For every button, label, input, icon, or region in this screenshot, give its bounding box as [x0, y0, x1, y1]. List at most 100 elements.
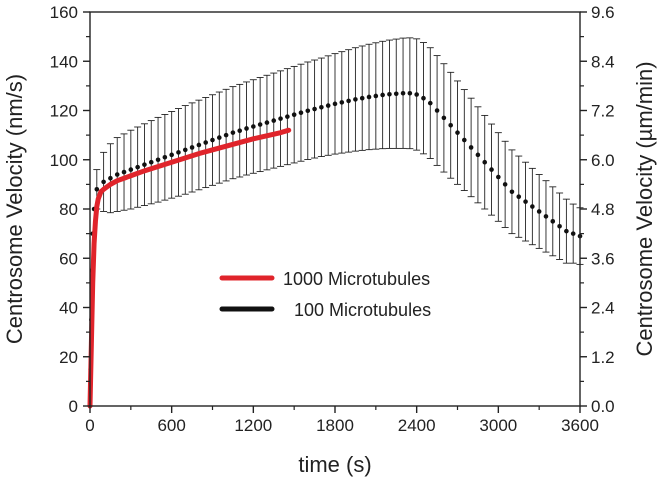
- data-point-100-microtubules: [319, 104, 324, 110]
- y-left-tick-label: 80: [59, 200, 78, 219]
- data-point-100-microtubules: [210, 137, 215, 143]
- y-right-tick-label: 8.4: [591, 52, 615, 71]
- data-point-100-microtubules: [203, 140, 208, 145]
- data-point-100-microtubules: [509, 189, 515, 195]
- data-point-100-microtubules: [489, 167, 494, 172]
- data-point-100-microtubules: [230, 130, 236, 135]
- data-point-100-microtubules: [414, 92, 419, 97]
- y-left-tick-label: 20: [59, 348, 78, 367]
- data-point-100-microtubules: [278, 116, 283, 121]
- ticks-layer: 0 600 1200 1800 2400 3000 3600 0 20 40 60 80 100 120 1…: [50, 3, 615, 435]
- data-point-100-microtubules: [217, 135, 222, 140]
- data-point-100-microtubules: [189, 145, 195, 150]
- y-right-tick-label: 3.6: [591, 249, 615, 268]
- data-point-100-microtubules: [468, 145, 474, 150]
- data-point-100-microtubules: [244, 126, 249, 131]
- data-point-100-microtubules: [455, 130, 460, 135]
- data-point-100-microtubules: [502, 182, 508, 187]
- data-point-100-microtubules: [108, 175, 113, 181]
- data-point-100-microtubules: [407, 90, 413, 96]
- data-point-100-microtubules: [462, 137, 467, 143]
- y-right-tick-label: 6.0: [591, 151, 615, 170]
- y-left-tick-label: 40: [59, 299, 78, 318]
- data-point-100-microtubules: [285, 114, 290, 119]
- data-point-100-microtubules: [271, 118, 277, 123]
- x-tick-label: 0: [85, 416, 94, 435]
- data-point-100-microtubules: [291, 112, 297, 117]
- data-point-100-microtubules: [312, 106, 317, 112]
- data-point-100-microtubules: [516, 194, 522, 199]
- y-right-tick-label: 2.4: [591, 299, 615, 318]
- y-right-tick-label: 1.2: [591, 348, 615, 367]
- data-point-100-microtubules: [128, 167, 134, 172]
- data-point-100-microtubules: [101, 179, 106, 185]
- x-tick-label: 1800: [316, 416, 354, 435]
- data-point-100-microtubules: [564, 228, 569, 234]
- y-right-tick-label: 0.0: [591, 397, 615, 416]
- legend: 1000 Microtubules 100 Microtubules: [219, 269, 431, 320]
- data-point-100-microtubules: [366, 94, 372, 100]
- data-point-100-microtubules: [434, 108, 440, 113]
- data-point-100-microtubules: [543, 214, 549, 219]
- data-point-100-microtubules: [114, 172, 120, 177]
- data-point-100-microtubules: [121, 169, 127, 175]
- legend-label-100-microtubules: 100 Microtubules: [294, 300, 431, 320]
- data-point-100-microtubules: [373, 93, 379, 99]
- y-right-tick-label: 9.6: [591, 3, 615, 22]
- data-point-100-microtubules: [496, 174, 501, 180]
- data-point-100-microtubules: [155, 157, 161, 163]
- data-point-100-microtubules: [536, 209, 542, 214]
- data-point-100-microtubules: [148, 159, 154, 165]
- data-point-100-microtubules: [400, 90, 406, 96]
- data-point-100-microtubules: [387, 91, 392, 97]
- data-point-100-microtubules: [142, 162, 147, 167]
- data-point-100-microtubules: [427, 100, 433, 106]
- y-left-tick-label: 120: [50, 102, 78, 121]
- data-point-100-microtubules: [223, 132, 229, 138]
- data-point-100-microtubules: [257, 122, 263, 127]
- data-point-100-microtubules: [359, 95, 365, 101]
- data-point-100-microtubules: [475, 152, 481, 158]
- data-point-100-microtubules: [421, 95, 426, 101]
- data-point-100-microtubules: [94, 187, 100, 192]
- y-left-tick-label: 140: [50, 52, 78, 71]
- data-point-100-microtubules: [196, 142, 202, 148]
- data-point-100-microtubules: [523, 199, 528, 204]
- x-tick-label: 1200: [234, 416, 272, 435]
- data-point-100-microtubules: [482, 159, 488, 165]
- data-point-100-microtubules: [339, 100, 345, 105]
- data-point-100-microtubules: [176, 150, 181, 155]
- x-tick-label: 600: [157, 416, 185, 435]
- x-tick-label: 3000: [479, 416, 517, 435]
- data-point-100-microtubules: [346, 98, 351, 104]
- data-point-100-microtubules: [237, 128, 243, 133]
- data-point-100-microtubules: [441, 115, 447, 121]
- y-left-tick-label: 100: [50, 151, 78, 170]
- data-point-100-microtubules: [135, 164, 140, 170]
- data-point-100-microtubules: [162, 154, 168, 160]
- data-point-100-microtubules: [557, 223, 562, 229]
- y-right-tick-label: 4.8: [591, 200, 615, 219]
- data-point-100-microtubules: [570, 231, 576, 236]
- y-left-tick-label: 160: [50, 3, 78, 22]
- x-axis-title: time (s): [298, 452, 371, 477]
- data-point-100-microtubules: [380, 92, 385, 98]
- data-point-100-microtubules: [264, 120, 270, 125]
- x-tick-label: 3600: [561, 416, 599, 435]
- y-axis-left-title: Centrosome Velocity (nm/s): [2, 74, 27, 344]
- data-point-100-microtubules: [251, 124, 256, 129]
- data-point-100-microtubules: [169, 152, 174, 158]
- data-point-100-microtubules: [325, 103, 331, 108]
- series-line-1000-microtubules: [87, 127, 292, 409]
- data-point-100-microtubules: [448, 122, 453, 128]
- data-point-100-microtubules: [550, 219, 556, 224]
- data-point-100-microtubules: [530, 204, 535, 209]
- data-point-100-microtubules: [353, 97, 358, 102]
- series-layer: [87, 90, 583, 409]
- y-axis-right-title: Centrosome Velocity (µm/min): [632, 61, 657, 356]
- data-point-100-microtubules: [305, 108, 311, 114]
- y-left-tick-label: 60: [59, 249, 78, 268]
- data-point-100-microtubules: [298, 110, 304, 116]
